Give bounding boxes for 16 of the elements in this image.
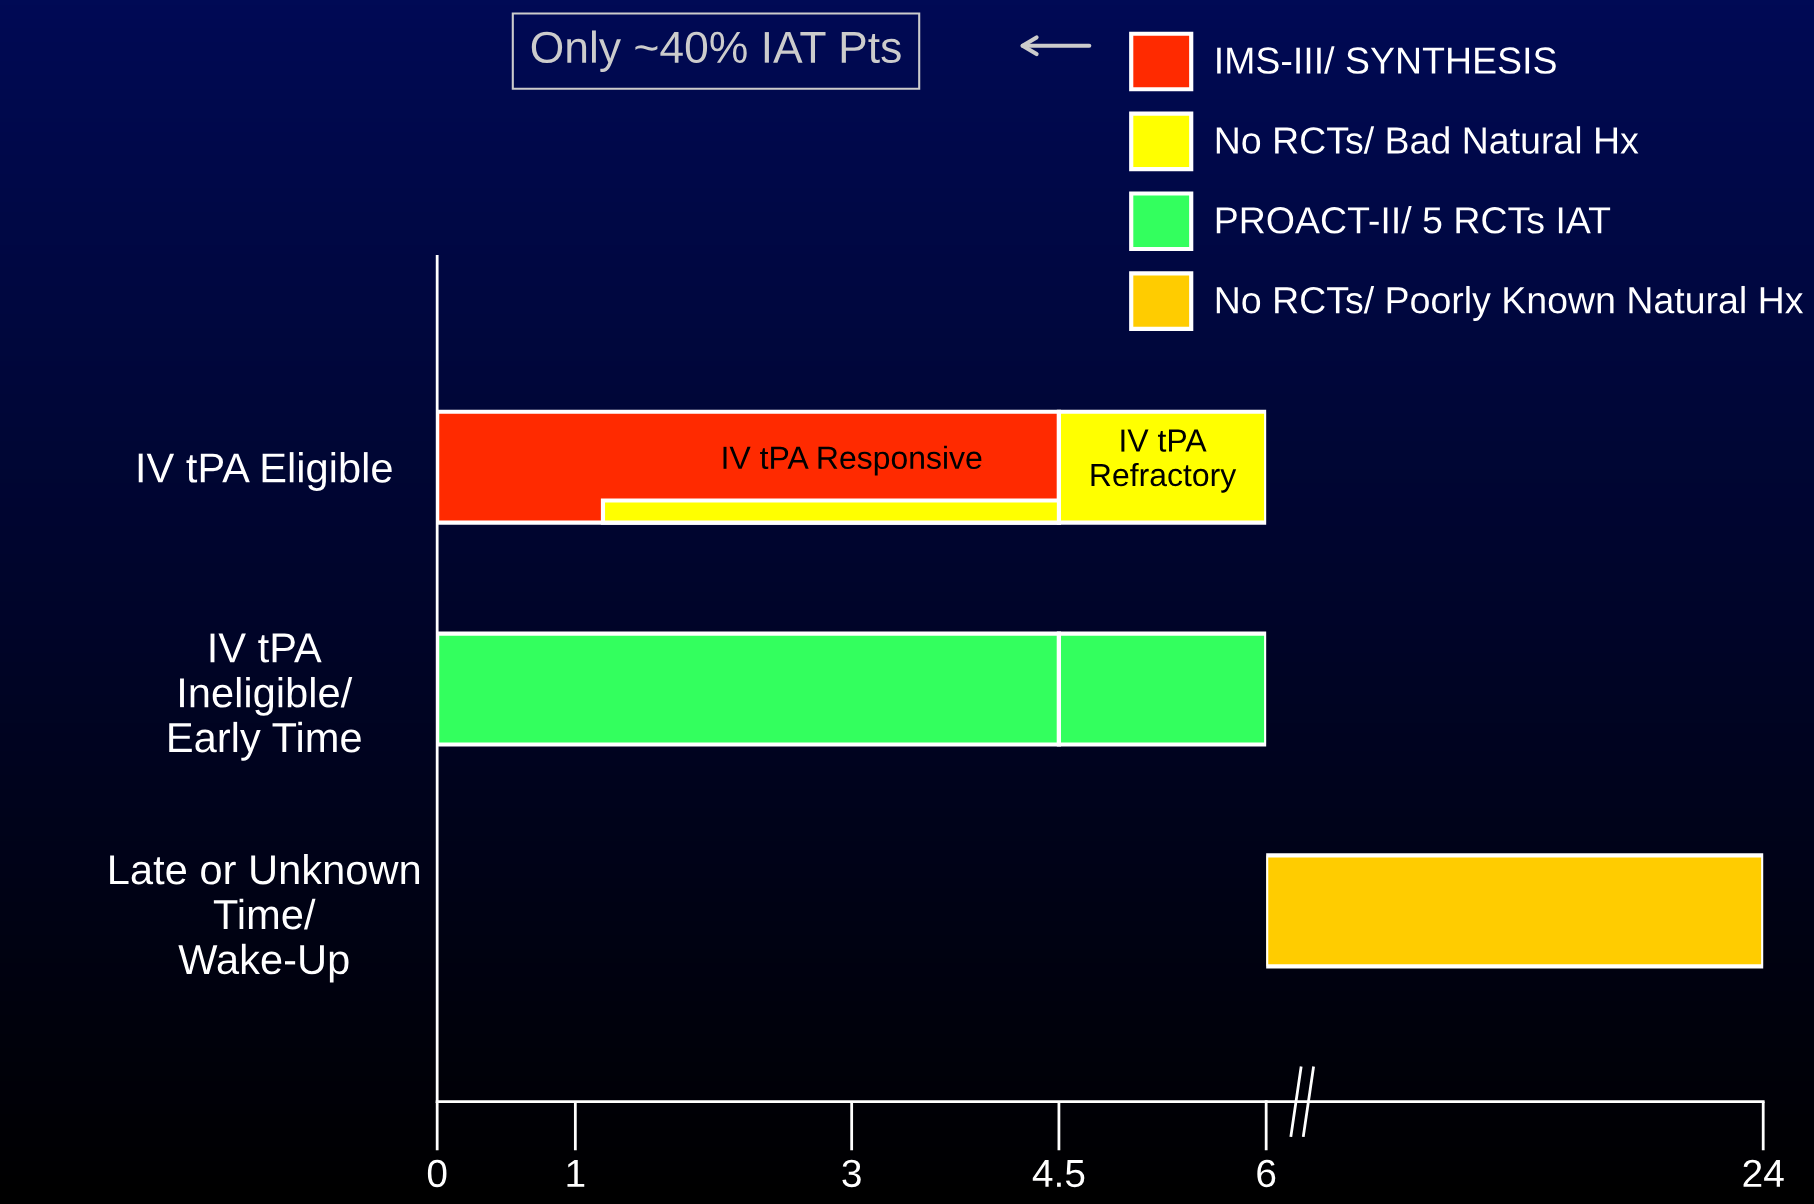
- y-tick-label: IV tPA Eligible: [138, 452, 392, 491]
- x-tick-label: 1: [567, 1160, 585, 1187]
- legend-label: PROACT-II/ 5 RCTs IAT: [1216, 206, 1611, 234]
- x-tick-label: 3: [842, 1159, 861, 1188]
- y-tick-label: Late or Unknown Time/ Wake-Up: [110, 853, 420, 983]
- x-tick-label: 6: [1257, 1159, 1276, 1188]
- x-tick-label: 4.5: [1032, 1160, 1085, 1188]
- x-tick-label: 24: [1743, 1159, 1784, 1187]
- legend-label: No RCTs/ Bad Natural Hx: [1216, 126, 1639, 154]
- text: Only ~40% IAT Pts: [531, 30, 901, 72]
- text: No RCTs/ Poorly Known Natural Hx: [1216, 285, 1804, 321]
- x-tick-label: 0: [427, 1159, 447, 1188]
- annotation: IV tPA Responsive: [723, 445, 982, 476]
- y-tick-label: IV tPA Ineligible/ Early Time: [169, 633, 361, 761]
- annotation: IV tPA Refractory: [1091, 429, 1237, 493]
- legend-label: IMS-III/ SYNTHESIS: [1217, 46, 1556, 74]
